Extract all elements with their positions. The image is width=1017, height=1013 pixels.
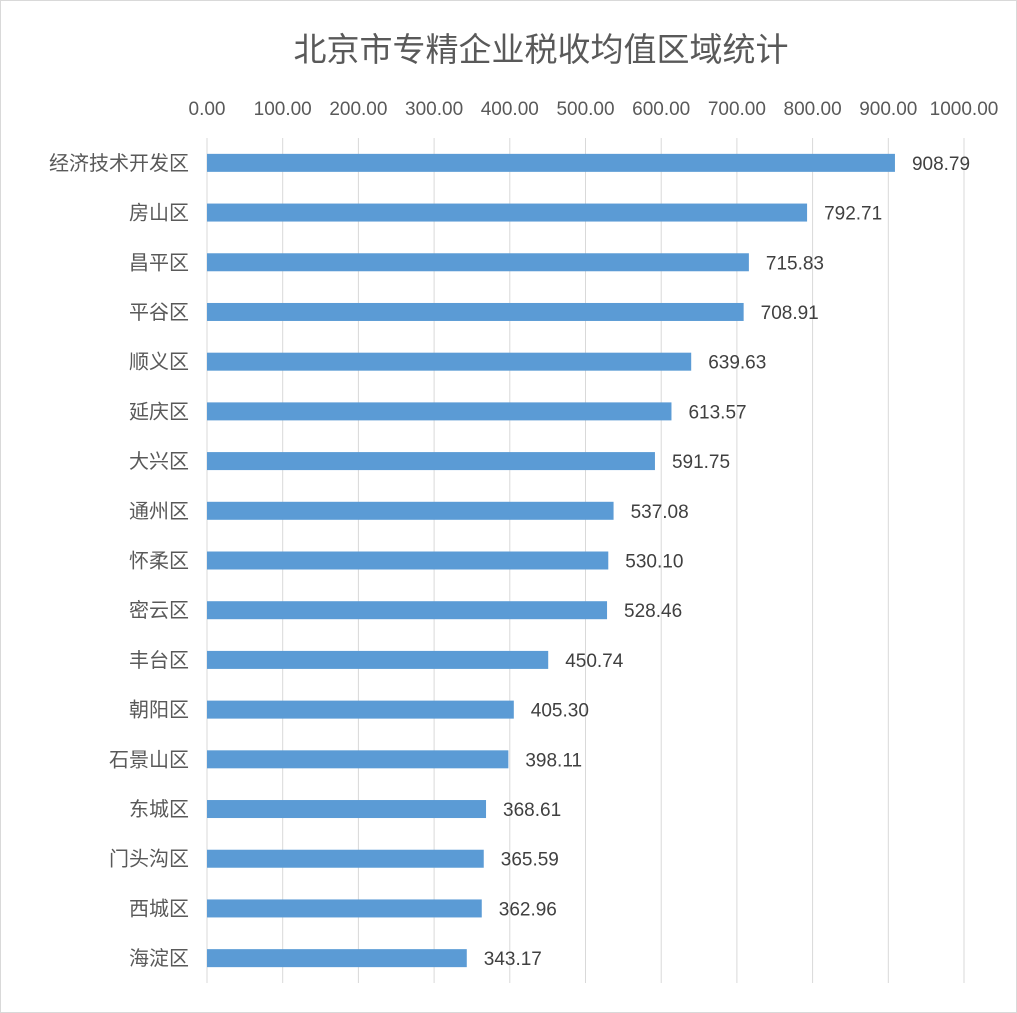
bar [207, 203, 808, 222]
bar [207, 601, 608, 620]
x-tick-label: 600.00 [632, 99, 690, 120]
category-label: 丰台区 [129, 648, 189, 672]
category-label: 海淀区 [129, 946, 189, 970]
bar [207, 501, 614, 520]
value-label: 639.63 [708, 353, 766, 374]
x-tick-label: 1000.00 [930, 99, 999, 120]
category-label: 怀柔区 [129, 549, 189, 573]
category-label: 昌平区 [129, 250, 189, 274]
category-label: 通州区 [129, 499, 189, 523]
x-tick-label: 400.00 [481, 99, 539, 120]
value-label: 537.08 [631, 502, 689, 523]
category-labels: 经济技术开发区房山区昌平区平谷区顺义区延庆区大兴区通州区怀柔区密云区丰台区朝阳区… [49, 151, 189, 970]
value-label: 528.46 [624, 601, 682, 622]
x-tick-label: 100.00 [254, 99, 312, 120]
bar [207, 800, 487, 819]
category-label: 石景山区 [109, 747, 189, 771]
category-label: 顺义区 [129, 350, 189, 374]
category-label: 房山区 [129, 201, 189, 225]
bar [207, 849, 484, 868]
value-label: 368.61 [503, 800, 561, 821]
bar [207, 650, 549, 669]
value-label: 362.96 [499, 899, 557, 920]
x-tick-label: 0.00 [189, 99, 226, 120]
bar [207, 253, 749, 272]
value-label: 405.30 [531, 701, 589, 722]
x-tick-label: 700.00 [708, 99, 766, 120]
bar [207, 402, 672, 421]
value-label: 613.57 [688, 402, 746, 423]
value-label: 343.17 [484, 949, 542, 970]
bar [207, 551, 609, 570]
category-label: 密云区 [129, 598, 189, 622]
value-labels: 908.79 792.71 715.83 708.91 639.63 613.57 591.… [484, 154, 970, 970]
category-label: 延庆区 [129, 399, 189, 423]
value-label: 591.75 [672, 452, 730, 473]
value-label: 398.11 [525, 750, 582, 771]
value-label: 708.91 [761, 303, 819, 324]
bar [207, 750, 509, 769]
category-label: 经济技术开发区 [49, 151, 189, 175]
bar [207, 153, 895, 172]
value-label: 450.74 [565, 651, 624, 672]
category-label: 门头沟区 [109, 847, 189, 871]
category-label: 东城区 [129, 797, 189, 821]
category-label: 大兴区 [129, 449, 189, 473]
chart-title: 北京市专精企业税收均值区域统计 [294, 30, 789, 69]
x-tick-label: 800.00 [784, 99, 842, 120]
bar [207, 352, 692, 371]
bars [207, 153, 895, 968]
value-label: 792.71 [824, 204, 882, 225]
x-tick-labels: 0.00 100.00 200.00 300.00 400.00 500.00 600.00… [189, 99, 999, 120]
x-tick-label: 900.00 [859, 99, 917, 120]
x-tick-label: 300.00 [405, 99, 463, 120]
bar [207, 700, 514, 719]
value-label: 530.10 [625, 552, 683, 573]
value-label: 365.59 [501, 850, 559, 871]
value-label: 908.79 [912, 154, 970, 175]
bar [207, 452, 655, 471]
category-label: 朝阳区 [129, 698, 189, 722]
bar [207, 899, 482, 918]
category-label: 平谷区 [129, 300, 189, 324]
x-tick-label: 500.00 [556, 99, 614, 120]
bar [207, 302, 744, 321]
bar [207, 949, 467, 968]
x-tick-label: 200.00 [329, 99, 387, 120]
value-label: 715.83 [766, 253, 824, 274]
category-label: 西城区 [129, 896, 189, 920]
